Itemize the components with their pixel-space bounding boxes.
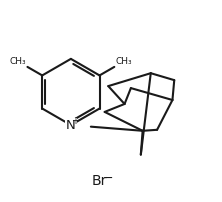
Text: Br: Br bbox=[91, 174, 107, 188]
Text: N: N bbox=[66, 119, 76, 132]
Text: CH₃: CH₃ bbox=[115, 57, 132, 66]
Text: −: − bbox=[103, 172, 113, 185]
Text: +: + bbox=[71, 117, 79, 126]
Text: CH₃: CH₃ bbox=[10, 57, 26, 66]
